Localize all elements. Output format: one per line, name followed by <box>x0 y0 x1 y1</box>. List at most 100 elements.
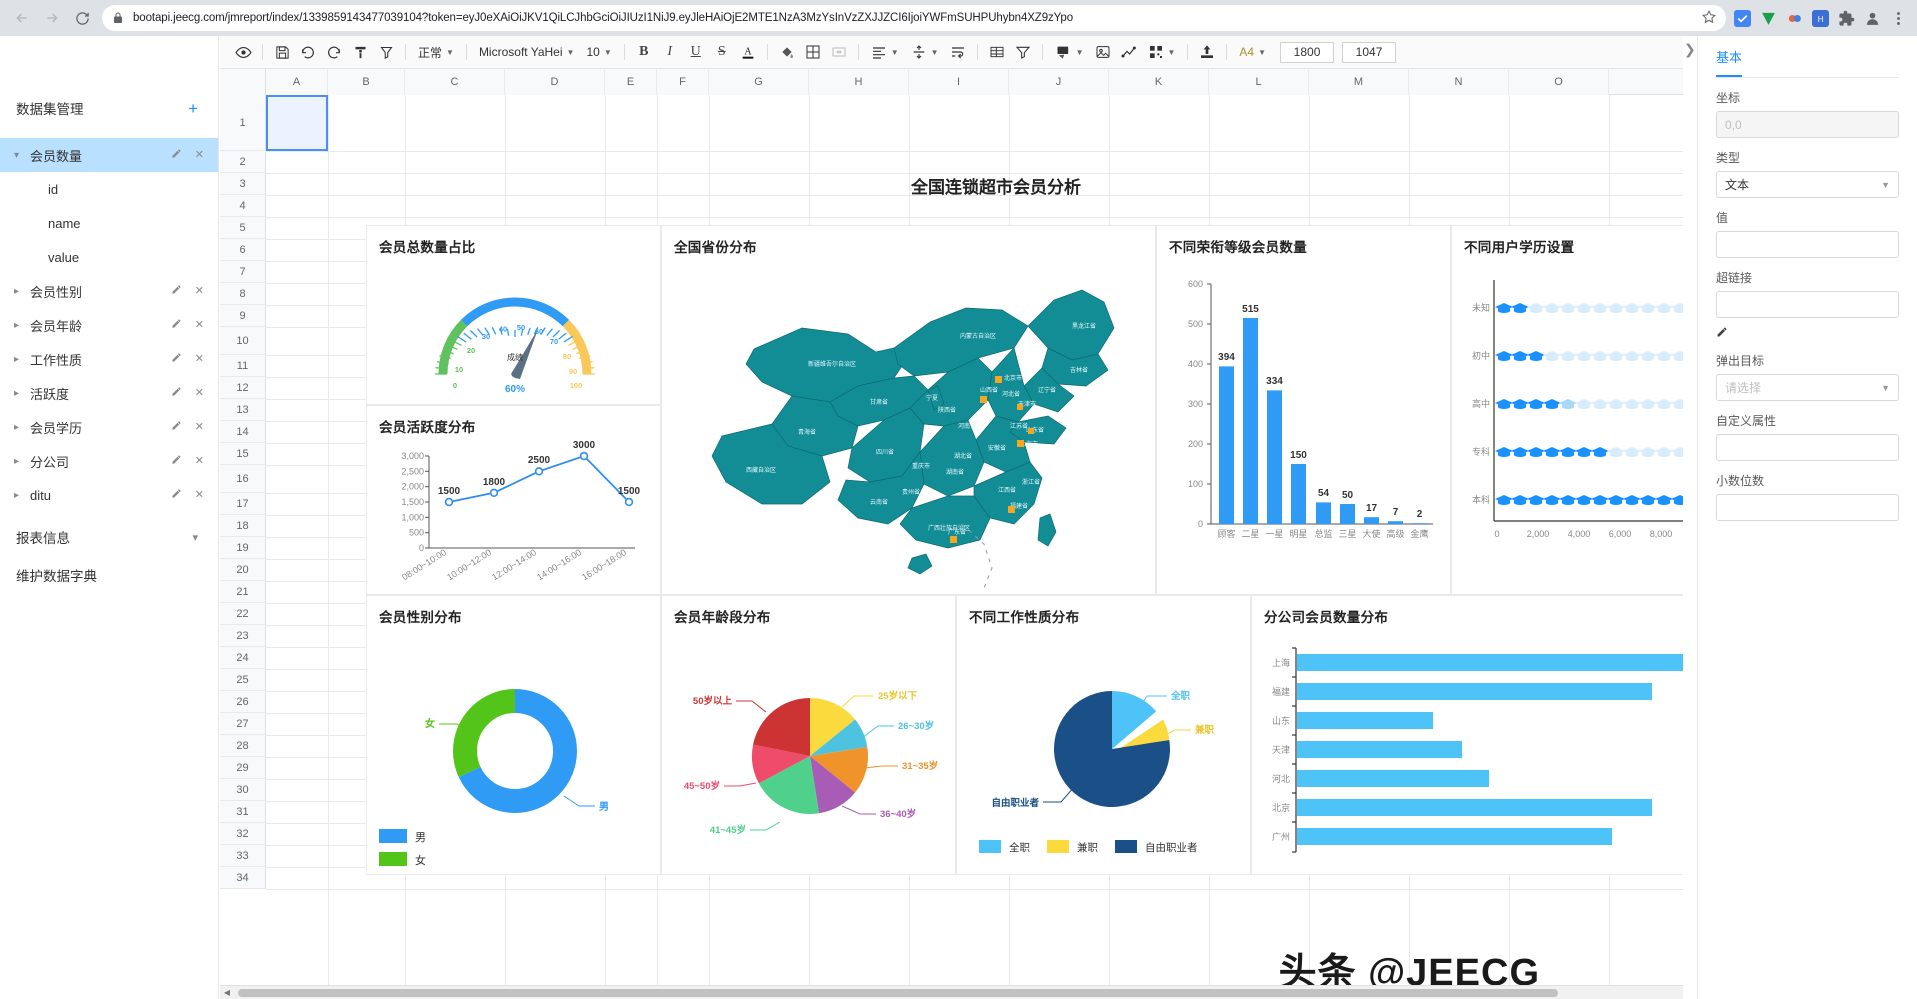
chart-panel-branch[interactable]: 分公司会员数量分布 上海 福建 山东 天津 <box>1251 595 1683 875</box>
row-header-16[interactable]: 16 <box>220 465 266 493</box>
edit-dataset-icon[interactable] <box>171 352 182 366</box>
delete-dataset-icon[interactable]: ✕ <box>194 285 204 297</box>
insert-image-icon[interactable] <box>1090 40 1116 64</box>
tab-basic[interactable]: 基本 <box>1716 47 1743 77</box>
row-header-12[interactable]: 12 <box>220 377 266 399</box>
chevron-right-icon[interactable]: ▸ <box>14 489 20 501</box>
row-header-23[interactable]: 23 <box>220 625 266 647</box>
delete-dataset-icon[interactable]: ✕ <box>194 353 204 365</box>
page-width-input[interactable]: 1800 <box>1280 41 1335 63</box>
borders-icon[interactable] <box>800 40 826 64</box>
row-header-27[interactable]: 27 <box>220 713 266 735</box>
dataset-node-4[interactable]: ▸ 活跃度 ✕ <box>0 376 218 410</box>
delete-dataset-icon[interactable]: ✕ <box>194 387 204 399</box>
strikethrough-icon[interactable]: S <box>717 44 726 59</box>
row-header-22[interactable]: 22 <box>220 603 266 625</box>
dataset-node-5[interactable]: ▸ 会员学历 ✕ <box>0 410 218 444</box>
column-header-H[interactable]: H <box>809 69 909 95</box>
column-header-I[interactable]: I <box>909 69 1009 95</box>
chevron-down-icon[interactable]: ▾ <box>192 531 198 544</box>
edit-dataset-icon[interactable] <box>171 148 182 162</box>
dict-maintain-link[interactable]: 维护数据字典 <box>16 569 97 584</box>
delete-dataset-icon[interactable]: ✕ <box>194 421 204 433</box>
edit-dataset-icon[interactable] <box>171 454 182 468</box>
row-header-1[interactable]: 1 <box>220 95 266 151</box>
row-header-8[interactable]: 8 <box>220 283 266 305</box>
chart-panel-education[interactable]: 不同用户学历设置 未知 初中 高中 专科 本科 <box>1451 225 1683 595</box>
row-header-29[interactable]: 29 <box>220 757 266 779</box>
row-header-31[interactable]: 31 <box>220 801 266 823</box>
filter-icon[interactable] <box>1010 40 1036 64</box>
address-bar[interactable]: bootapi.jeecg.com/jmreport/index/1339859… <box>102 5 1726 31</box>
chart-panel-honor[interactable]: 不同荣衔等级会员数量 0 100 <box>1156 225 1451 595</box>
insert-table-icon[interactable] <box>984 40 1010 64</box>
chevron-right-icon[interactable]: ▸ <box>14 353 20 365</box>
dataset-field-id[interactable]: id <box>48 181 59 197</box>
text-color-icon[interactable]: A <box>735 40 761 64</box>
row-header-18[interactable]: 18 <box>220 515 266 537</box>
row-header-30[interactable]: 30 <box>220 779 266 801</box>
chevron-right-icon[interactable]: ▸ <box>14 285 20 297</box>
type-select[interactable]: 文本 ▼ <box>1716 171 1899 198</box>
coordinate-input[interactable]: 0,0 <box>1716 111 1899 138</box>
row-header-25[interactable]: 25 <box>220 669 266 691</box>
delete-dataset-icon[interactable]: ✕ <box>194 149 204 161</box>
scrollbar-thumb[interactable] <box>238 988 1558 997</box>
column-header-O[interactable]: O <box>1509 69 1609 95</box>
chevron-right-icon[interactable]: ▸ <box>14 319 20 331</box>
row-header-6[interactable]: 6 <box>220 239 266 261</box>
row-header-15[interactable]: 15 <box>220 443 266 465</box>
row-header-19[interactable]: 19 <box>220 537 266 559</box>
row-header-20[interactable]: 20 <box>220 559 266 581</box>
grid-area[interactable]: 全国连锁超市会员分析 会员总数量占比 <box>266 95 1683 999</box>
browser-forward-button[interactable] <box>38 4 66 32</box>
dataset-node-6[interactable]: ▸ 分公司 ✕ <box>0 444 218 478</box>
report-title[interactable]: 全国连锁超市会员分析 <box>911 178 1081 197</box>
chart-panel-map[interactable]: 全国省份分布 <box>661 225 1156 595</box>
row-header-11[interactable]: 11 <box>220 355 266 377</box>
row-header-10[interactable]: 10 <box>220 327 266 355</box>
dataset-field-value[interactable]: value <box>48 249 80 265</box>
extension-icon-3[interactable] <box>1786 10 1803 27</box>
column-header-D[interactable]: D <box>505 69 605 95</box>
column-header-G[interactable]: G <box>709 69 809 95</box>
clear-format-icon[interactable] <box>373 40 399 64</box>
row-header-26[interactable]: 26 <box>220 691 266 713</box>
page-height-input[interactable]: 1047 <box>1342 41 1397 63</box>
edit-dataset-icon[interactable] <box>171 420 182 434</box>
align-horizontal-dropdown[interactable]: ▼ <box>865 40 905 64</box>
column-header-L[interactable]: L <box>1209 69 1309 95</box>
column-header-A[interactable]: A <box>266 69 328 95</box>
row-header-33[interactable]: 33 <box>220 845 266 867</box>
column-header-B[interactable]: B <box>328 69 405 95</box>
pencil-icon[interactable] <box>1716 326 1899 341</box>
dataset-field-name[interactable]: name <box>48 215 81 231</box>
row-header-24[interactable]: 24 <box>220 647 266 669</box>
report-info-section[interactable]: 报表信息 ▾ <box>0 518 218 556</box>
row-header-14[interactable]: 14 <box>220 421 266 443</box>
column-header-E[interactable]: E <box>605 69 657 95</box>
dataset-node-3[interactable]: ▸ 工作性质 ✕ <box>0 342 218 376</box>
star-icon[interactable] <box>1692 9 1716 27</box>
chevron-right-icon[interactable]: ▸ <box>14 455 20 467</box>
save-icon[interactable] <box>269 40 295 64</box>
chevron-right-icon[interactable]: ▸ <box>14 387 20 399</box>
fill-color-icon[interactable] <box>774 40 800 64</box>
preview-eye-icon[interactable] <box>230 40 256 64</box>
profile-icon[interactable] <box>1864 10 1881 27</box>
row-header-4[interactable]: 4 <box>220 195 266 217</box>
chart-panel-gender[interactable]: 会员性别分布 女 男 男 <box>366 595 661 875</box>
delete-dataset-icon[interactable]: ✕ <box>194 319 204 331</box>
chart-panel-activity[interactable]: 会员活跃度分布 0 500 1,000 1,500 2,000 2,500 3,000 <box>366 405 661 595</box>
edit-dataset-icon[interactable] <box>171 284 182 298</box>
delete-dataset-icon[interactable]: ✕ <box>194 489 204 501</box>
browser-menu-icon[interactable] <box>1890 10 1907 27</box>
row-header-13[interactable]: 13 <box>220 399 266 421</box>
edit-dataset-icon[interactable] <box>171 488 182 502</box>
undo-icon[interactable] <box>295 40 321 64</box>
underline-icon[interactable]: U <box>690 44 701 59</box>
hyperlink-input[interactable] <box>1716 291 1899 318</box>
row-header-34[interactable]: 34 <box>220 867 266 889</box>
row-header-21[interactable]: 21 <box>220 581 266 603</box>
font-size-dropdown[interactable]: 10 ▼ <box>580 40 617 64</box>
